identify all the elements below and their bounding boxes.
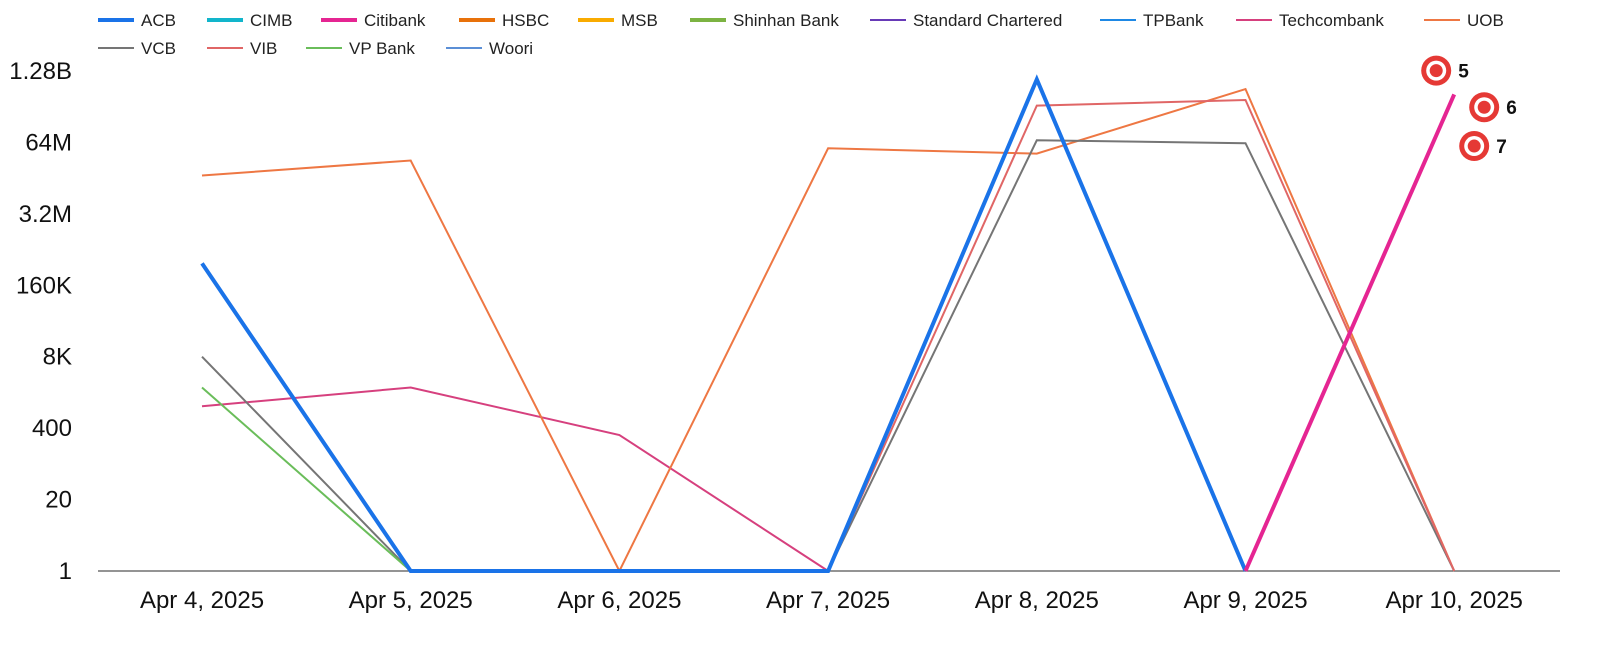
- annotation-label: 5: [1458, 62, 1469, 83]
- legend-label: UOB: [1467, 11, 1504, 30]
- legend-item-techcombank[interactable]: Techcombank: [1236, 11, 1384, 30]
- legend-item-tpbank[interactable]: TPBank: [1100, 11, 1204, 30]
- legend-label: Citibank: [364, 11, 426, 30]
- series-line-citibank: [1243, 93, 1457, 572]
- x-tick-label: Apr 7, 2025: [766, 587, 890, 614]
- legend-label: Woori: [489, 39, 533, 58]
- target-dot: [1467, 139, 1481, 153]
- legend-label: VCB: [141, 39, 176, 58]
- series-line-vp-bank: [201, 386, 412, 572]
- y-axis: 1 20 400 8K 160K 3.2M 64M 1.28B: [9, 58, 72, 585]
- series-line-vcb: [827, 139, 1456, 572]
- y-tick-label: 3.2M: [19, 201, 72, 228]
- legend-item-vp-bank[interactable]: VP Bank: [306, 39, 415, 58]
- legend-label: Standard Chartered: [913, 11, 1062, 30]
- y-tick-label: 8K: [43, 344, 72, 371]
- series-lines: [200, 74, 1457, 574]
- legend-item-cimb[interactable]: CIMB: [207, 11, 293, 30]
- x-axis: Apr 4, 2025 Apr 5, 2025 Apr 6, 2025 Apr 7, …: [98, 570, 1560, 614]
- x-tick-label: Apr 10, 2025: [1385, 587, 1522, 614]
- legend-label: VP Bank: [349, 39, 415, 58]
- x-tick-label: Apr 4, 2025: [140, 587, 264, 614]
- legend-label: ACB: [141, 11, 176, 30]
- target-dot: [1477, 100, 1491, 114]
- legend: ACB CIMB Citibank HSBC MSB Shinhan Bank Standa…: [98, 11, 1504, 58]
- legend-item-citibank[interactable]: Citibank: [321, 11, 426, 30]
- legend-item-msb[interactable]: MSB: [578, 11, 658, 30]
- y-tick-label: 64M: [25, 129, 72, 156]
- series-line-vcb: [201, 356, 412, 572]
- series-line-vib: [827, 98, 1456, 572]
- y-tick-label: 160K: [16, 272, 72, 299]
- legend-label: CIMB: [250, 11, 293, 30]
- annotation-marker-5[interactable]: 5: [1421, 55, 1469, 86]
- legend-label: HSBC: [502, 11, 549, 30]
- legend-item-woori[interactable]: Woori: [446, 39, 533, 58]
- annotation-label: 6: [1506, 98, 1517, 119]
- legend-label: VIB: [250, 39, 277, 58]
- annotations: 5 6 7: [1421, 55, 1517, 162]
- y-tick-label: 400: [32, 415, 72, 442]
- series-line-acb: [200, 74, 1248, 573]
- legend-item-hsbc[interactable]: HSBC: [459, 11, 549, 30]
- legend-item-vib[interactable]: VIB: [207, 39, 277, 58]
- x-tick-label: Apr 5, 2025: [349, 587, 473, 614]
- legend-item-uob[interactable]: UOB: [1424, 11, 1504, 30]
- annotation-marker-6[interactable]: 6: [1469, 92, 1517, 123]
- x-tick-label: Apr 8, 2025: [975, 587, 1099, 614]
- x-tick-label: Apr 9, 2025: [1183, 587, 1307, 614]
- legend-label: Techcombank: [1279, 11, 1384, 30]
- legend-item-standard-chartered[interactable]: Standard Chartered: [870, 11, 1062, 30]
- x-tick-label: Apr 6, 2025: [557, 587, 681, 614]
- series-line-techcombank: [201, 386, 829, 572]
- legend-item-acb[interactable]: ACB: [98, 11, 176, 30]
- legend-label: MSB: [621, 11, 658, 30]
- y-tick-label: 1.28B: [9, 58, 72, 85]
- annotation-marker-7[interactable]: 7: [1459, 131, 1507, 162]
- annotation-label: 7: [1496, 137, 1507, 158]
- legend-label: TPBank: [1143, 11, 1204, 30]
- series-line-uob: [201, 87, 1456, 574]
- y-tick-label: 1: [59, 558, 72, 585]
- legend-item-vcb[interactable]: VCB: [98, 39, 176, 58]
- y-tick-label: 20: [45, 487, 72, 514]
- legend-item-shinhan-bank[interactable]: Shinhan Bank: [690, 11, 839, 30]
- target-dot: [1429, 64, 1443, 78]
- legend-label: Shinhan Bank: [733, 11, 839, 30]
